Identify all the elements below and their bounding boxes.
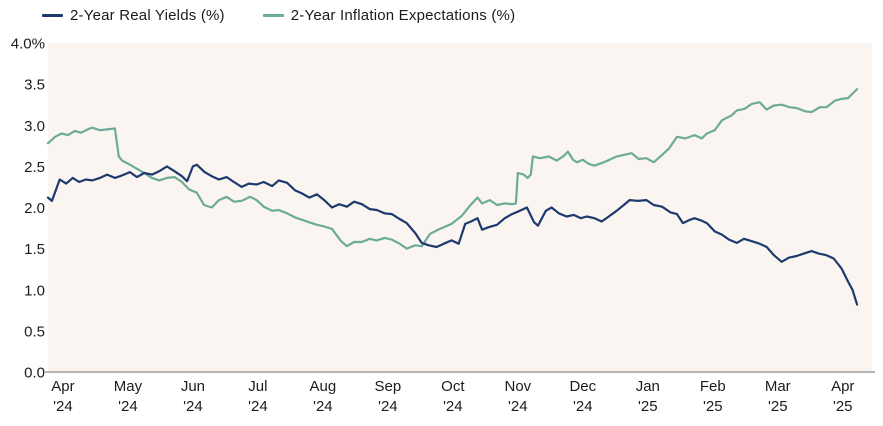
chart-legend: 2-Year Real Yields (%) 2-Year Inflation … bbox=[42, 7, 515, 24]
x-tick-label-year: '24 bbox=[248, 398, 268, 415]
x-tick-label-month: Sep bbox=[375, 378, 402, 395]
y-tick-label: 0.5 bbox=[24, 323, 45, 340]
legend-label-inflation-expectations: 2-Year Inflation Expectations (%) bbox=[290, 7, 516, 24]
legend-item-inflation-expectations: 2-Year Inflation Expectations (%) bbox=[262, 7, 516, 24]
x-tick-label-month: Jun bbox=[181, 378, 205, 395]
y-tick-label: 4.0% bbox=[11, 36, 45, 53]
x-tick-label-year: '24 bbox=[378, 398, 398, 415]
x-tick-label-month: Mar bbox=[765, 378, 791, 395]
x-tick-label-year: '25 bbox=[703, 398, 723, 415]
x-tick-label-month: Apr bbox=[831, 378, 854, 395]
x-tick-label-year: '24 bbox=[53, 398, 73, 415]
y-tick-label: 2.5 bbox=[24, 159, 45, 176]
x-tick-label-month: Oct bbox=[441, 378, 465, 395]
x-tick-label-month: Jan bbox=[636, 378, 660, 395]
x-tick-label-month: Nov bbox=[504, 378, 531, 395]
x-tick-label-month: Dec bbox=[569, 378, 596, 395]
x-tick-label-year: '25 bbox=[638, 398, 658, 415]
x-tick-label-month: May bbox=[114, 378, 143, 395]
y-tick-label: 2.0 bbox=[24, 200, 45, 217]
x-tick-label-month: Apr bbox=[51, 378, 74, 395]
x-tick-label-month: Aug bbox=[310, 378, 337, 395]
series-line-inflation-expectations bbox=[46, 87, 859, 250]
plot-background bbox=[48, 43, 872, 372]
x-tick-label-month: Jul bbox=[248, 378, 267, 395]
y-tick-label: 1.5 bbox=[24, 241, 45, 258]
legend-item-real-yields: 2-Year Real Yields (%) bbox=[42, 7, 225, 24]
x-tick-label-year: '24 bbox=[443, 398, 463, 415]
x-tick-label-year: '24 bbox=[573, 398, 593, 415]
y-tick-label: 3.0 bbox=[24, 118, 45, 135]
y-tick-label: 3.5 bbox=[24, 77, 45, 94]
x-tick-label-year: '24 bbox=[313, 398, 333, 415]
legend-swatch-real-yields-line bbox=[42, 14, 63, 17]
x-tick-label-year: '24 bbox=[508, 398, 528, 415]
legend-swatch-inflation-expectations-line bbox=[262, 14, 284, 17]
y-tick-label: 0.0 bbox=[24, 365, 45, 382]
x-tick-label-year: '25 bbox=[833, 398, 853, 415]
series-line-real-yields bbox=[46, 163, 859, 306]
y-tick-label: 1.0 bbox=[24, 282, 45, 299]
x-tick-label-year: '24 bbox=[183, 398, 203, 415]
x-tick-label-year: '24 bbox=[118, 398, 138, 415]
x-tick-label-year: '25 bbox=[768, 398, 788, 415]
legend-label-real-yields: 2-Year Real Yields (%) bbox=[70, 7, 225, 24]
x-tick-label-month: Feb bbox=[700, 378, 726, 395]
